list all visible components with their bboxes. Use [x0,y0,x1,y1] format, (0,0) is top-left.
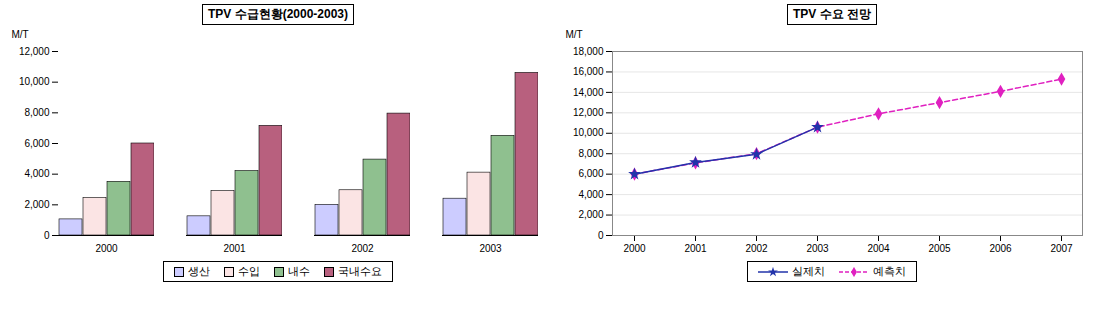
svg-text:8,000: 8,000 [578,148,603,159]
svg-text:0: 0 [598,230,604,241]
svg-text:12,000: 12,000 [573,107,604,118]
svg-text:2006: 2006 [989,243,1012,254]
html-text:수입: 수입 [238,265,260,277]
svg-text:2,000: 2,000 [578,209,603,220]
svg-text:16,000: 16,000 [573,66,604,77]
svg-text:4,000: 4,000 [578,189,603,200]
html-text:국내수요: 국내수요 [338,265,382,277]
svg-text:2,000: 2,000 [24,199,49,210]
svg-text:10,000: 10,000 [19,76,50,87]
svg-text:2001: 2001 [223,243,246,254]
svg-text:6,000: 6,000 [24,138,49,149]
svg-text:2002: 2002 [745,243,768,254]
html-text:예측치: 예측치 [873,265,906,277]
svg-text:2004: 2004 [867,243,890,254]
svg-text:2005: 2005 [928,243,951,254]
html-text:내수: 내수 [288,265,310,277]
svg-text:2003: 2003 [806,243,829,254]
svg-text:M/T: M/T [12,29,29,40]
html-text:생산: 생산 [188,265,210,277]
svg-text:8,000: 8,000 [24,107,49,118]
svg-text:6,000: 6,000 [578,168,603,179]
svg-text:2002: 2002 [351,243,374,254]
svg-text:2000: 2000 [623,243,646,254]
svg-text:2003: 2003 [479,243,502,254]
svg-text:10,000: 10,000 [573,127,604,138]
html-text:TPV 수급현황(2000-2003): TPV 수급현황(2000-2003) [208,7,348,21]
svg-text:18,000: 18,000 [573,46,604,57]
svg-text:0: 0 [44,230,50,241]
svg-text:2000: 2000 [95,243,118,254]
html-text:TPV 수요 전망: TPV 수요 전망 [793,7,871,21]
svg-text:2007: 2007 [1050,243,1073,254]
html-text:실제치: 실제치 [792,265,825,277]
svg-text:14,000: 14,000 [573,87,604,98]
svg-text:4,000: 4,000 [24,168,49,179]
svg-text:12,000: 12,000 [19,46,50,57]
svg-text:2001: 2001 [684,243,707,254]
svg-text:M/T: M/T [566,29,583,40]
